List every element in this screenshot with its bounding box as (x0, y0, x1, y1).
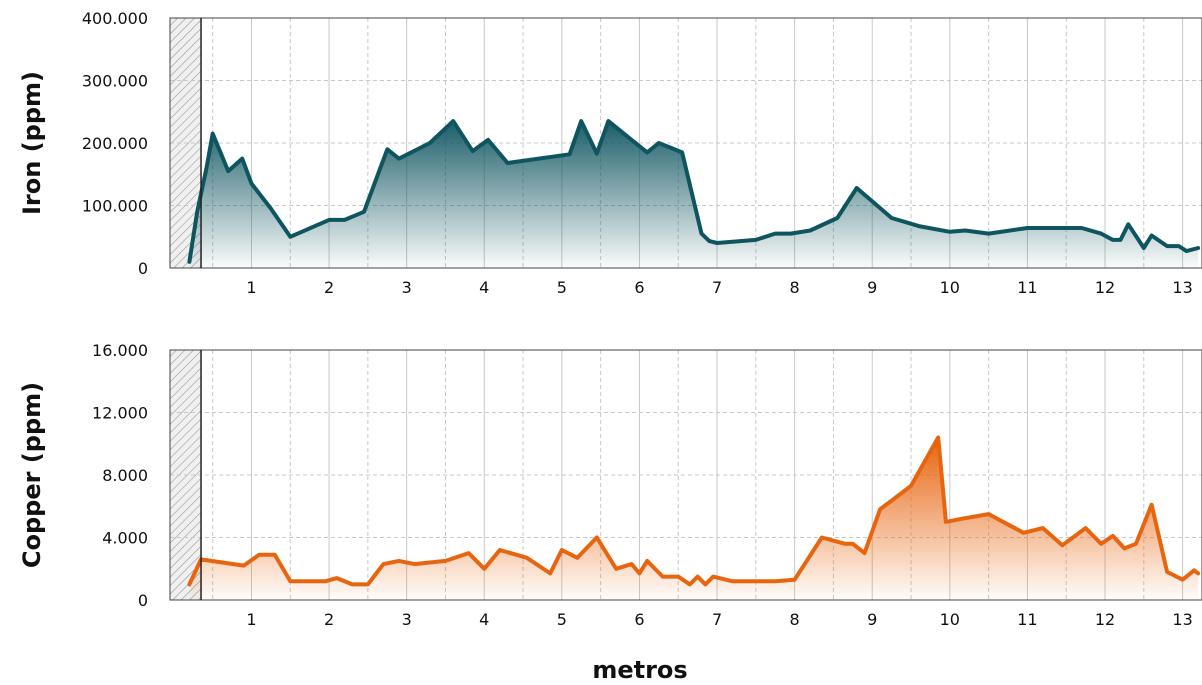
x-tick-label: 3 (402, 610, 412, 629)
series-line (187, 119, 1201, 264)
x-tick-label: 10 (940, 278, 960, 297)
y-tick-label: 12.000 (92, 404, 148, 423)
x-tick-label: 5 (557, 610, 567, 629)
y-tick-label: 300.000 (82, 72, 148, 91)
x-tick-label: 7 (712, 610, 722, 629)
y-tick-label: 0 (138, 591, 148, 610)
x-tick-label: 11 (1017, 610, 1037, 629)
x-tick-label: 6 (634, 610, 644, 629)
x-tick-label: 6 (634, 278, 644, 297)
x-tick-label: 12 (1095, 278, 1115, 297)
x-tick-label: 9 (867, 278, 877, 297)
x-tick-label: 9 (867, 610, 877, 629)
x-axis-title: metros (592, 656, 687, 684)
y-tick-label: 0 (138, 259, 148, 278)
y-tick-label: 4.000 (102, 529, 148, 548)
x-tick-label: 1 (246, 278, 256, 297)
y-tick-label: 16.000 (92, 341, 148, 360)
y-tick-label: 400.000 (82, 9, 148, 28)
y-tick-label: 100.000 (82, 197, 148, 216)
x-tick-label: 2 (324, 278, 334, 297)
y-axis-title: Copper (ppm) (18, 382, 46, 568)
x-tick-label: 11 (1017, 278, 1037, 297)
x-tick-label: 10 (940, 610, 960, 629)
x-tick-label: 3 (402, 278, 412, 297)
x-tick-label: 5 (557, 278, 567, 297)
x-tick-label: 2 (324, 610, 334, 629)
x-tick-label: 13 (1172, 278, 1192, 297)
y-tick-label: 200.000 (82, 134, 148, 153)
x-tick-label: 8 (790, 278, 800, 297)
series-line (187, 435, 1201, 587)
plot-frame (169, 349, 1202, 601)
y-tick-label: 8.000 (102, 466, 148, 485)
x-tick-label: 1 (246, 610, 256, 629)
x-tick-label: 13 (1172, 610, 1192, 629)
series-area (189, 437, 1199, 600)
y-axis-title: Iron (ppm) (18, 71, 46, 215)
plot-frame (169, 17, 1202, 269)
x-tick-label: 4 (479, 610, 489, 629)
x-tick-label: 7 (712, 278, 722, 297)
x-tick-label: 12 (1095, 610, 1115, 629)
x-tick-label: 8 (790, 610, 800, 629)
x-tick-label: 4 (479, 278, 489, 297)
